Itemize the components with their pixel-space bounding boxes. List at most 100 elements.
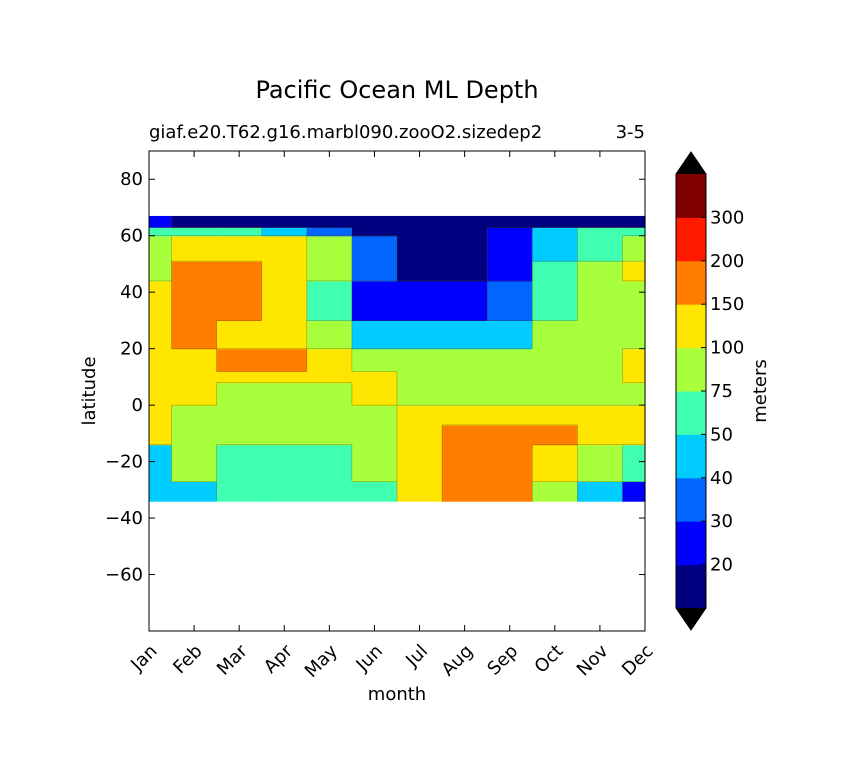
contour-cell: [306, 261, 353, 282]
colorbar-tick-label: 20: [710, 555, 733, 576]
colorbar-tick-label: 200: [710, 251, 744, 272]
contour-cell: [261, 227, 308, 237]
x-tick-label: Oct: [531, 641, 568, 678]
contour-cell: [216, 227, 263, 237]
contour-cell: [306, 371, 353, 384]
colorbar-swatch: [676, 564, 706, 609]
contour-cell: [397, 424, 443, 446]
contour-cell: [216, 280, 263, 322]
contour-cell: [622, 261, 646, 282]
contour-cell: [622, 235, 646, 262]
contour-cell: [532, 371, 578, 384]
colorbar-label: meters: [750, 359, 771, 423]
contour-cell: [306, 405, 353, 426]
contour-cell: [487, 424, 533, 446]
y-tick-label: −60: [105, 565, 143, 586]
contour-cell: [622, 320, 646, 350]
contour-cell: [397, 371, 443, 384]
contour-cell: [261, 371, 308, 384]
y-tick-label: 20: [120, 339, 143, 360]
colorbar-swatch: [676, 391, 706, 435]
contour-cell: [351, 215, 398, 228]
contour-cell: [532, 444, 578, 482]
contour-cell: [622, 227, 646, 237]
contour-cell: [577, 348, 624, 372]
chart-subtitle-right: 3-5: [616, 122, 645, 143]
contour-cell: [397, 320, 443, 350]
contour-cell: [351, 227, 398, 237]
y-tick-label: 40: [120, 282, 143, 303]
contour-cell: [442, 261, 488, 282]
contour-cell: [577, 481, 624, 502]
contour-cell: [171, 424, 218, 446]
contour-cell: [171, 444, 218, 482]
contour-cell: [171, 371, 218, 384]
contour-cell: [261, 261, 308, 282]
contour-cell: [577, 280, 624, 322]
contour-cell: [351, 382, 398, 406]
contour-cell: [216, 348, 263, 372]
x-tick-label: Sep: [483, 641, 522, 680]
contour-cell: [622, 348, 646, 372]
contour-cell: [487, 382, 533, 406]
contour-cell: [216, 444, 263, 482]
chart-subtitle-left: giaf.e20.T62.g16.marbl090.zooO2.sizedep2: [149, 122, 542, 143]
contour-cell: [487, 235, 533, 262]
contour-cell: [171, 280, 218, 322]
contour-cell: [171, 348, 218, 372]
contour-cell: [397, 348, 443, 372]
contour-cell: [306, 382, 353, 406]
contour-cell: [622, 405, 646, 426]
contour-cell: [487, 371, 533, 384]
x-tick-label: Jun: [352, 641, 387, 676]
colorbar-tick-label: 30: [710, 511, 733, 532]
colorbar-swatch: [676, 304, 706, 349]
colorbar-over-arrow: [676, 152, 706, 174]
colorbar-swatch: [676, 174, 706, 218]
colorbar-tick-label: 75: [710, 381, 733, 402]
contour-cell: [216, 481, 263, 502]
x-tick-label: May: [301, 640, 342, 681]
contour-cell: [532, 320, 578, 350]
x-tick-label: Jul: [401, 641, 432, 672]
contour-cell: [532, 382, 578, 406]
contour-cell: [149, 481, 173, 502]
contour-cell: [487, 444, 533, 482]
contour-cell: [532, 424, 578, 446]
y-tick-label: −40: [105, 508, 143, 529]
contour-cell: [261, 235, 308, 262]
contour-cell: [442, 280, 488, 322]
colorbar-outline: [675, 151, 707, 631]
contour-cell: [149, 235, 173, 262]
contour-cell: [532, 227, 578, 237]
x-axis-label: month: [368, 684, 426, 705]
contour-cell: [577, 227, 624, 237]
contour-cell: [622, 280, 646, 322]
contour-cell: [442, 405, 488, 426]
contour-cell: [532, 215, 578, 228]
x-tick-label: Apr: [260, 640, 297, 677]
contour-cell: [442, 424, 488, 446]
contour-cell: [532, 261, 578, 282]
contour-cell: [306, 481, 353, 502]
contour-cell: [577, 261, 624, 282]
contour-cell: [622, 444, 646, 482]
contour-cell: [149, 424, 173, 446]
contour-cell: [397, 261, 443, 282]
y-tick-label: 60: [120, 226, 143, 247]
contour-cell: [577, 320, 624, 350]
contour-cell: [351, 424, 398, 446]
contour-cell: [149, 280, 173, 322]
contour-cell: [171, 215, 218, 228]
contour-cell: [351, 444, 398, 482]
contour-cell: [216, 405, 263, 426]
contour-cell: [622, 371, 646, 384]
colorbar-tick-label: 150: [710, 294, 744, 315]
contour-cell: [442, 227, 488, 237]
contour-cell: [577, 215, 624, 228]
colorbar-tick-label: 40: [710, 468, 733, 489]
x-tick-label: Nov: [573, 640, 613, 680]
contour-cell: [216, 235, 263, 262]
contour-cell: [149, 320, 173, 350]
contour-cell: [397, 444, 443, 482]
